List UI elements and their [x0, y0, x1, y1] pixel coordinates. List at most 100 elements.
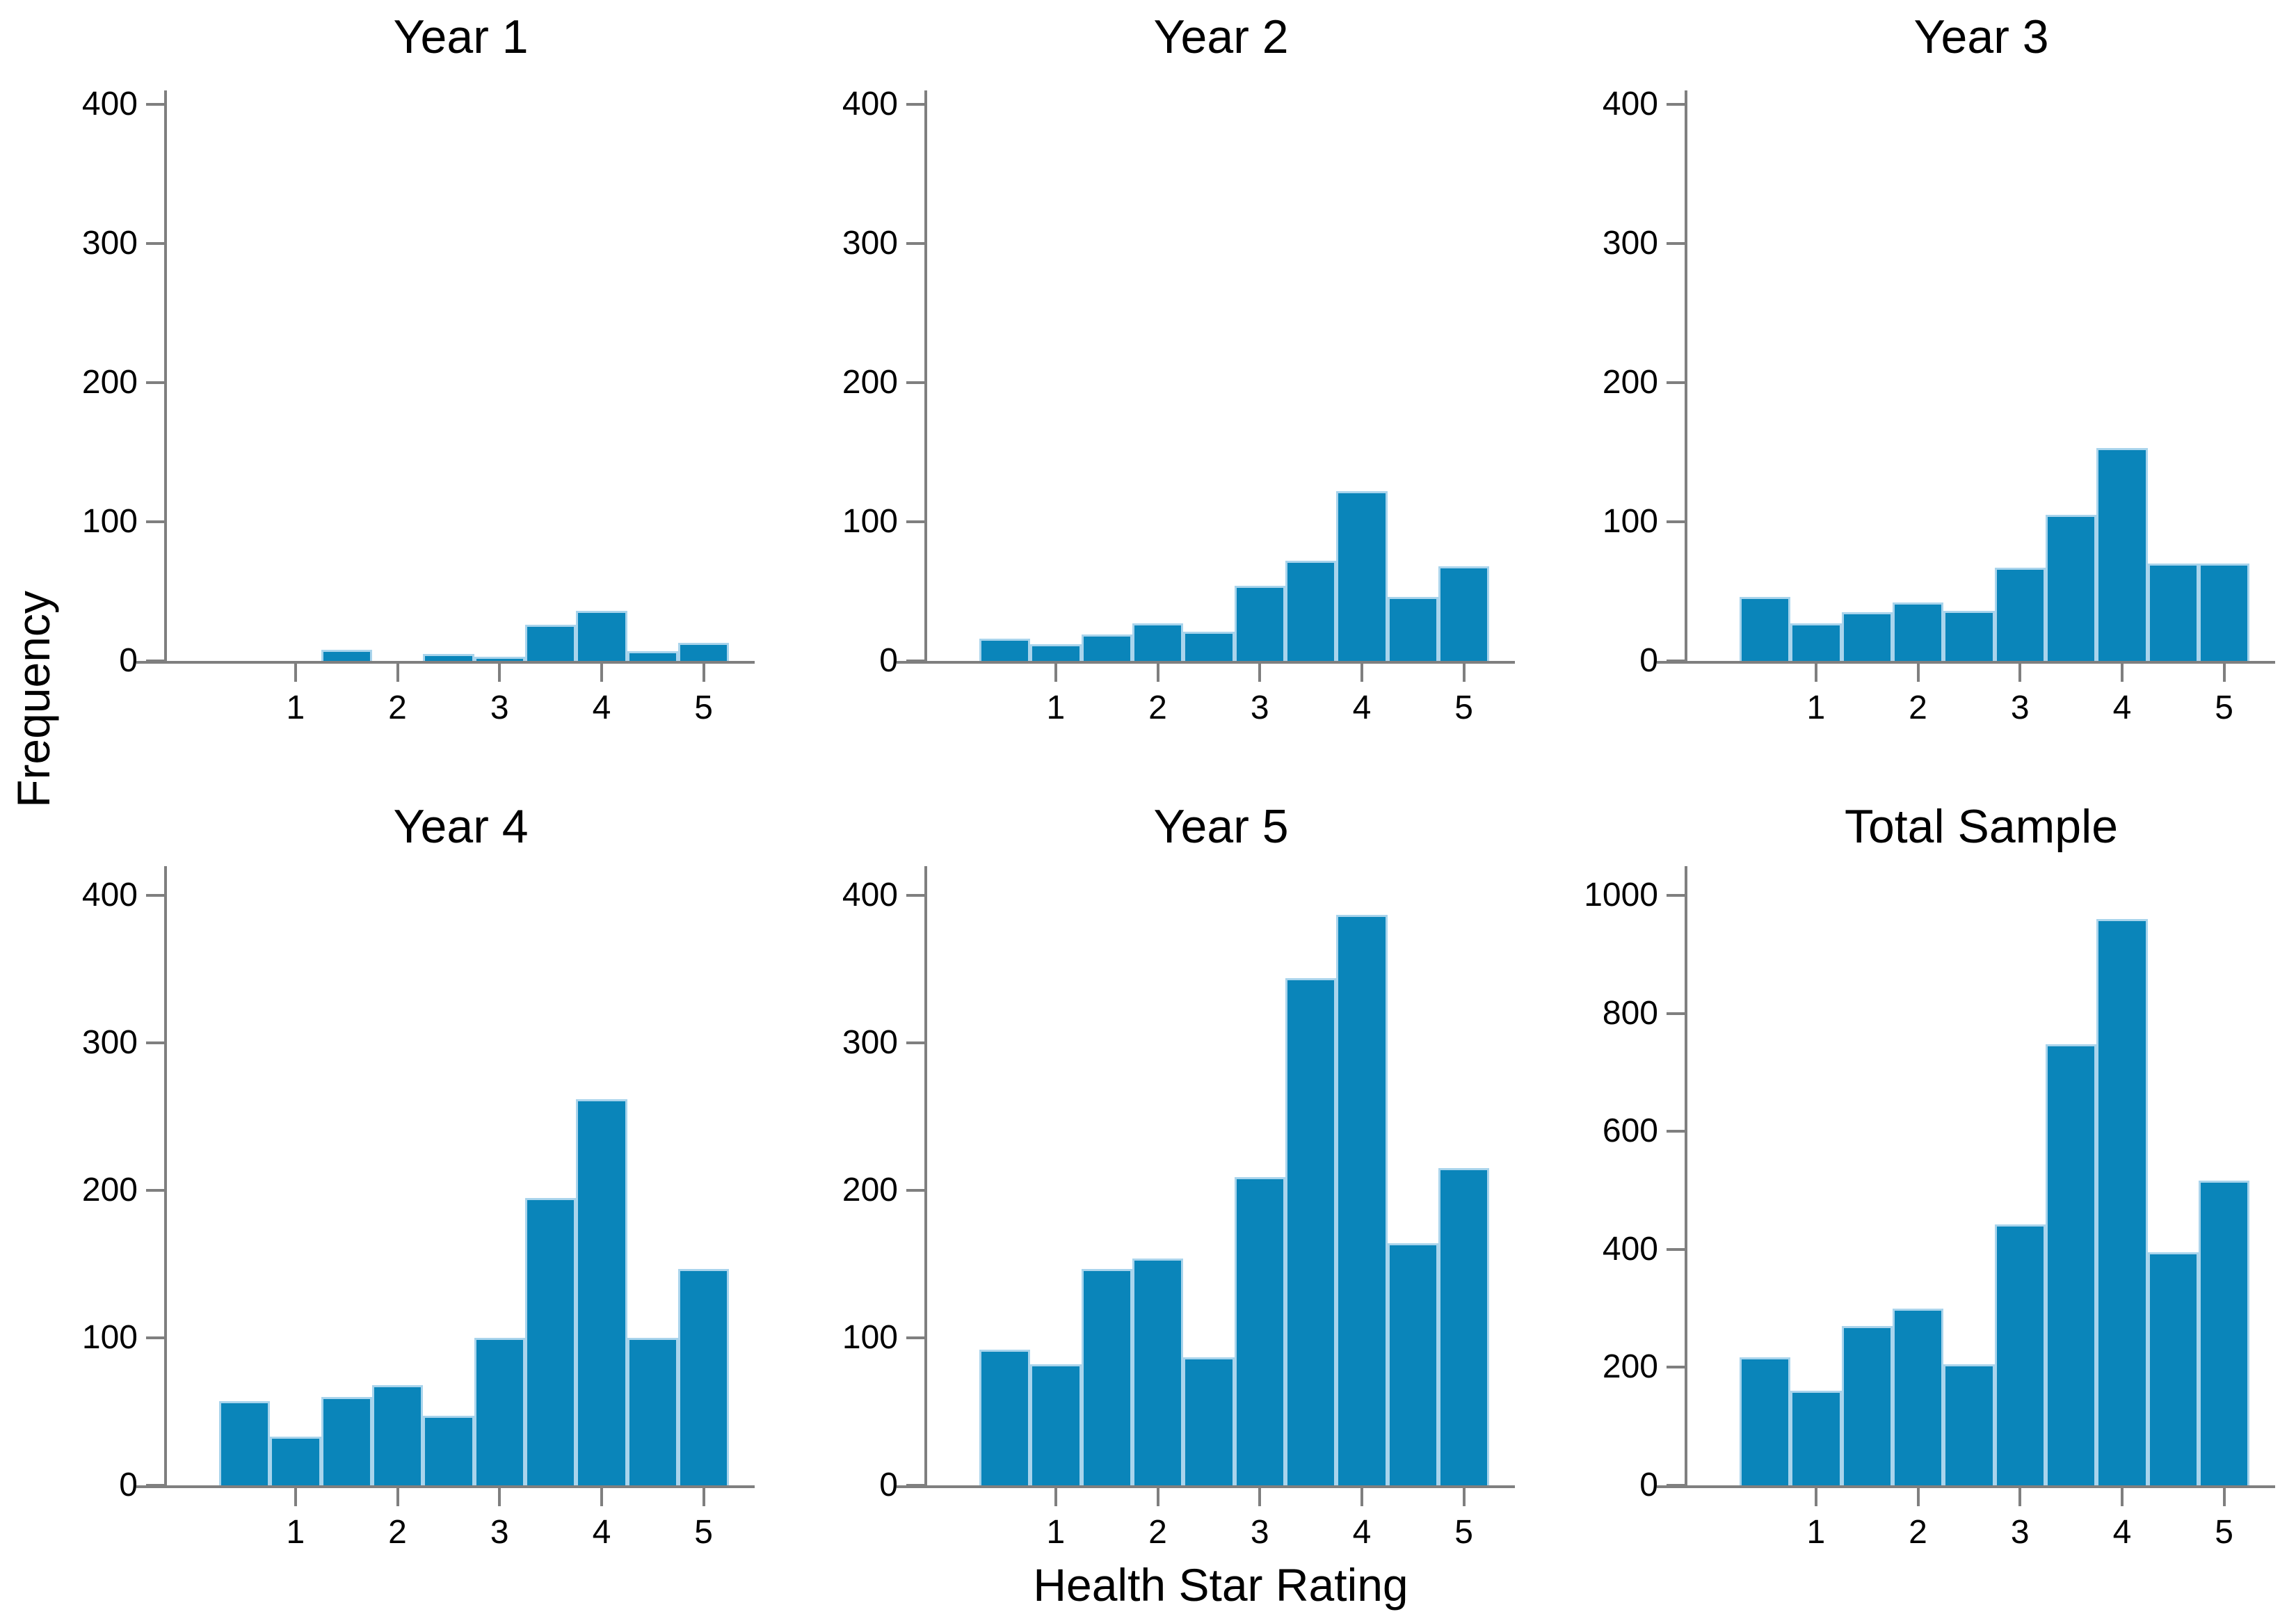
x-tick-label: 2: [388, 689, 407, 726]
histogram-bar: [979, 1350, 1031, 1485]
y-tick-label: 300: [81, 225, 138, 262]
y-tick-label: 100: [842, 503, 898, 540]
x-tick-label: 5: [1454, 1514, 1473, 1551]
y-tick-label: 400: [1602, 1230, 1658, 1268]
y-tick: [906, 103, 924, 106]
histogram-bar: [2147, 564, 2199, 661]
x-tick-label: 4: [1352, 1514, 1372, 1551]
y-tick: [1667, 381, 1685, 384]
y-tick: [146, 520, 164, 523]
histogram-bar: [2045, 1044, 2097, 1485]
histogram-bar: [576, 1099, 627, 1485]
x-tick: [600, 664, 603, 682]
y-tick-label: 0: [1639, 1467, 1658, 1503]
x-tick-label: 5: [694, 689, 713, 726]
y-tick-label: 200: [1602, 1348, 1658, 1386]
histogram-bar: [1336, 914, 1388, 1485]
y-tick-label: 300: [81, 1024, 138, 1062]
y-tick-label: 400: [81, 86, 138, 122]
x-tick: [1360, 1488, 1363, 1506]
x-tick: [702, 664, 705, 682]
x-tick-label: 3: [490, 689, 509, 726]
x-tick-label: 4: [592, 689, 611, 726]
x-tick: [1462, 1488, 1466, 1506]
histogram-bar: [1183, 1357, 1235, 1485]
histogram-bar: [1739, 1357, 1791, 1485]
y-tick-label: 100: [842, 1319, 898, 1357]
x-tick: [2120, 1488, 2124, 1506]
histogram-bar: [2147, 1252, 2199, 1485]
x-tick-label: 4: [1352, 689, 1372, 726]
x-tick: [498, 1488, 501, 1506]
histogram-bar: [1994, 568, 2046, 661]
histogram-bar: [2198, 564, 2250, 661]
y-tick: [146, 381, 164, 384]
y-tick-label: 300: [842, 1024, 898, 1062]
y-tick: [146, 1041, 164, 1045]
histogram-bar: [677, 1268, 730, 1485]
histogram-bar: [1790, 1391, 1842, 1485]
x-tick-label: 5: [1454, 689, 1473, 726]
y-tick: [906, 660, 924, 662]
x-tick-label: 4: [2112, 689, 2132, 726]
y-tick-label: 0: [1639, 642, 1658, 679]
x-axis-line: [1657, 661, 2275, 664]
histogram-bar: [371, 1384, 424, 1485]
y-tick-label: 300: [1602, 225, 1658, 262]
panel-title-year-4: Year 4: [393, 800, 529, 853]
histogram-bar: [1387, 597, 1438, 661]
y-tick: [1667, 103, 1685, 106]
y-tick-label: 100: [1602, 503, 1658, 540]
y-axis-line: [924, 90, 927, 664]
y-tick: [146, 1189, 164, 1192]
x-tick: [1814, 1488, 1817, 1506]
x-tick: [1156, 664, 1159, 682]
x-tick-label: 4: [592, 1514, 611, 1551]
x-axis-line: [897, 661, 1515, 664]
x-tick: [2222, 1488, 2226, 1506]
histogram-bar: [1030, 1364, 1082, 1485]
y-tick-label: 200: [1602, 364, 1658, 401]
y-tick-label: 400: [81, 877, 138, 914]
panel-title-year-2: Year 2: [1153, 10, 1289, 63]
x-tick-label: 5: [694, 1514, 713, 1551]
panel-title-year-3: Year 3: [1913, 10, 2049, 63]
x-tick-label: 5: [2215, 1514, 2233, 1551]
histogram-bar: [1892, 1308, 1944, 1485]
y-tick-label: 0: [879, 1467, 898, 1503]
y-tick: [146, 1484, 164, 1487]
y-tick: [906, 242, 924, 245]
y-tick-label: 0: [119, 642, 138, 679]
histogram-bar: [524, 625, 577, 661]
y-tick: [1667, 1130, 1685, 1133]
histogram-bar: [576, 611, 627, 661]
y-tick-label: 200: [842, 1172, 898, 1209]
histogram-bar: [321, 650, 372, 661]
y-tick: [1667, 1247, 1685, 1251]
y-tick: [146, 660, 164, 662]
x-tick-label: 2: [1148, 1514, 1167, 1551]
histogram-bar: [1081, 634, 1132, 661]
y-axis-line: [1685, 90, 1687, 664]
histogram-bar: [1790, 623, 1842, 661]
x-tick: [1814, 664, 1817, 682]
y-axis-line: [1685, 866, 1687, 1488]
x-tick: [294, 1488, 297, 1506]
y-tick: [1667, 242, 1685, 245]
panel-title-year-5: Year 5: [1153, 800, 1289, 853]
histogram-bar: [1234, 1177, 1285, 1485]
x-tick-label: 3: [490, 1514, 509, 1551]
histogram-bar: [1841, 612, 1893, 661]
y-tick-label: 400: [842, 877, 898, 914]
y-tick: [146, 894, 164, 897]
y-tick-label: 0: [119, 1467, 138, 1503]
y-tick: [906, 381, 924, 384]
y-tick: [1667, 1012, 1685, 1015]
x-tick: [2120, 664, 2124, 682]
x-tick-label: 3: [1250, 1514, 1269, 1551]
y-tick: [906, 1484, 924, 1487]
x-tick: [498, 664, 501, 682]
panel-title-year-1: Year 1: [393, 10, 529, 63]
x-tick-label: 2: [388, 1514, 407, 1551]
